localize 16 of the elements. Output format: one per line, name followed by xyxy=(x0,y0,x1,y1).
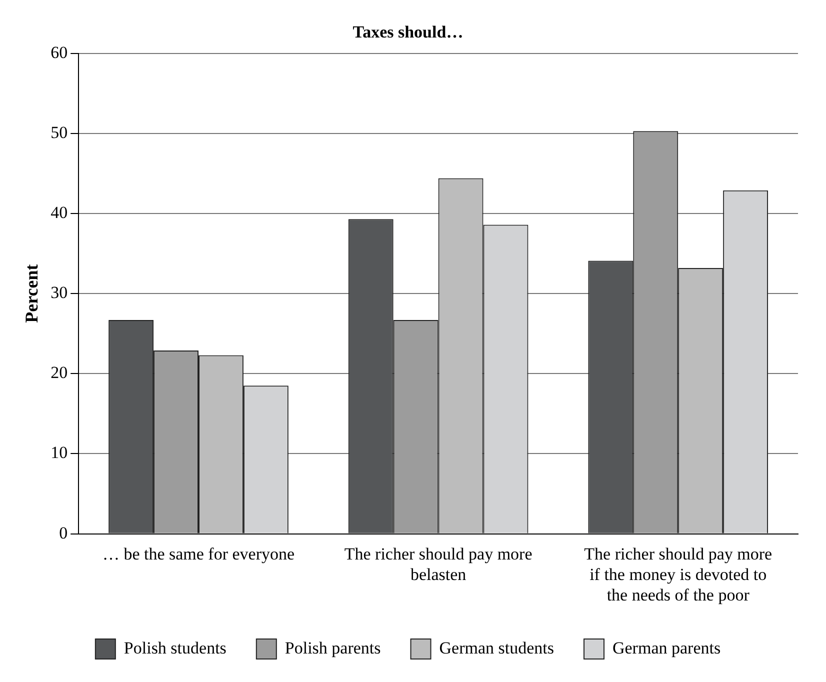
y-tick-label: 10 xyxy=(50,443,68,462)
y-tick-label: 60 xyxy=(50,42,68,62)
legend-label: Polish parents xyxy=(284,638,381,658)
legend-label: Polish students xyxy=(124,638,226,658)
x-tick-label: … be the same for everyone xyxy=(102,544,295,564)
y-tick-label: 20 xyxy=(50,363,68,382)
chart-title: Taxes should… xyxy=(352,22,464,42)
y-tick-label: 40 xyxy=(50,203,68,222)
legend-label: German parents xyxy=(612,638,721,658)
y-tick-label: 50 xyxy=(50,122,68,142)
x-tick-label: The richer should pay more if the money is devoted to the needs of the poor xyxy=(584,544,772,604)
y-tick-label: 30 xyxy=(50,283,68,302)
y-tick-label: 0 xyxy=(59,523,68,542)
x-tick-label: The richer should pay more belasten xyxy=(344,544,532,584)
y-axis-title: Percent xyxy=(21,264,42,323)
legend-label: German students xyxy=(439,638,554,658)
